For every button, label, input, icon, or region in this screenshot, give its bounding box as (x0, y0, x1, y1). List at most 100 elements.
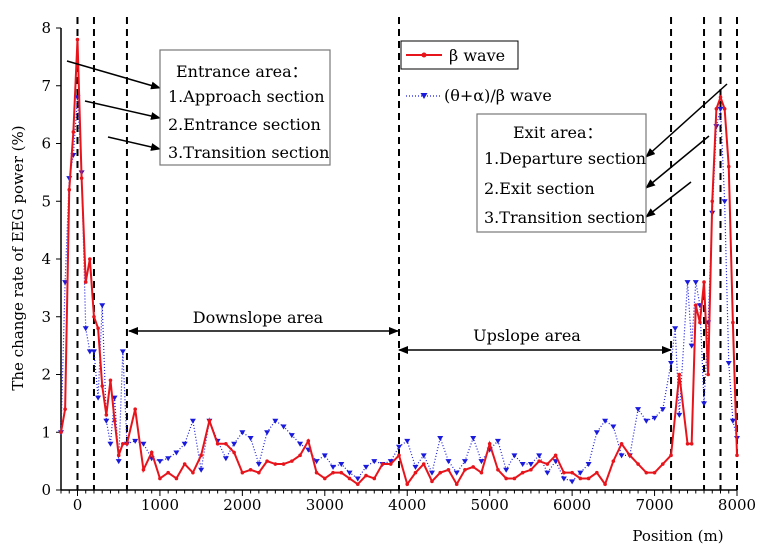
ratio-point (387, 459, 394, 465)
beta-point (714, 107, 719, 111)
beta-point (553, 453, 558, 458)
beta-point (726, 164, 731, 169)
beta-point (644, 470, 649, 475)
ratio-point (255, 462, 262, 468)
beta-point (689, 442, 694, 446)
ratio-point (729, 418, 736, 424)
ratio-point (676, 412, 683, 418)
beta-point (652, 470, 657, 475)
ratio-point (313, 459, 320, 465)
ratio-point (288, 433, 295, 439)
beta-point (158, 476, 162, 481)
ratio-point (239, 430, 246, 436)
beta-point (240, 470, 245, 475)
beta-point (248, 467, 253, 472)
legend-label-ratio: (θ+α)/β wave (444, 86, 552, 105)
ratio-point (132, 438, 139, 444)
ratio-point (527, 462, 534, 468)
ratio-point (107, 441, 114, 447)
beta-point (174, 476, 179, 481)
beta-point (265, 459, 269, 463)
ratio-point (544, 470, 551, 476)
ratio-point (363, 464, 370, 470)
ratio-point (181, 441, 188, 447)
ratio-point (453, 470, 460, 476)
ratio-point (420, 453, 427, 459)
ratio-point (140, 441, 147, 447)
beta-point (355, 482, 360, 487)
x-axis-label: Position (m) (632, 527, 723, 545)
ratio-point (189, 418, 196, 424)
x-tick-label: 4000 (388, 496, 426, 514)
ratio-point (90, 349, 97, 355)
series-line-ratio (60, 97, 738, 483)
beta-point (112, 418, 117, 423)
entrance-item-1: 1.Approach section (168, 87, 325, 106)
beta-point (537, 459, 541, 463)
beta-point (529, 467, 533, 472)
beta-point (545, 462, 550, 466)
exit-area-box (476, 113, 647, 233)
ratio-point (692, 280, 699, 286)
beta-point (405, 482, 410, 487)
beta-point (619, 442, 624, 446)
ratio-point (672, 326, 679, 332)
beta-point (298, 453, 302, 458)
exit-item-2: 2.Exit section (484, 179, 595, 198)
beta-point (59, 430, 63, 435)
beta-point (339, 470, 344, 475)
beta-point (570, 470, 574, 475)
y-tick-label: 4 (41, 250, 51, 268)
beta-point (722, 107, 727, 111)
ratio-point (297, 441, 304, 447)
beta-point (710, 199, 715, 204)
beta-point (562, 470, 566, 475)
ratio-point (536, 453, 543, 459)
beta-point (372, 476, 377, 481)
ratio-point (231, 441, 238, 447)
entrance-arrow-1 (66, 60, 161, 90)
y-tick-label: 7 (41, 77, 51, 95)
x-tick-label: 8000 (718, 496, 756, 514)
beta-point (446, 467, 451, 472)
beta-point (75, 37, 80, 42)
beta-point (215, 442, 220, 446)
y-tick-label: 3 (41, 308, 51, 326)
ratio-point (684, 280, 691, 286)
ratio-point (222, 456, 229, 462)
x-tick-label: 7000 (635, 496, 673, 514)
ratio-point (560, 476, 567, 482)
ratio-point (272, 418, 279, 424)
ratio-point (82, 326, 89, 332)
upslope-label: Upslope area (473, 326, 581, 345)
ratio-point (593, 430, 600, 436)
beta-point (397, 453, 401, 458)
ratio-point (280, 424, 287, 430)
beta-point (661, 462, 665, 466)
beta-point (96, 326, 100, 331)
x-tick-label: 6000 (553, 496, 591, 514)
ratio-point (717, 106, 724, 112)
beta-point (731, 320, 735, 325)
beta-point (595, 470, 599, 475)
beta-point (512, 476, 517, 481)
ratio-point (511, 453, 518, 459)
beta-point (487, 442, 492, 446)
beta-point (314, 470, 319, 475)
ratio-point (494, 438, 501, 444)
ratio-point (86, 349, 93, 355)
entrance-arrow-2 (84, 100, 161, 120)
ratio-point (725, 360, 732, 366)
legend-item-beta: β wave (406, 46, 505, 65)
ratio-point (701, 401, 708, 407)
beta-point (133, 407, 137, 411)
entrance-arrow-3 (107, 136, 161, 151)
ratio-point (569, 479, 576, 485)
beta-point (71, 130, 76, 134)
ratio-point (470, 436, 477, 442)
beta-point (191, 470, 195, 475)
beta-point (331, 470, 335, 475)
beta-point (83, 280, 88, 284)
ratio-point (396, 444, 402, 450)
ratio-point (321, 453, 328, 459)
